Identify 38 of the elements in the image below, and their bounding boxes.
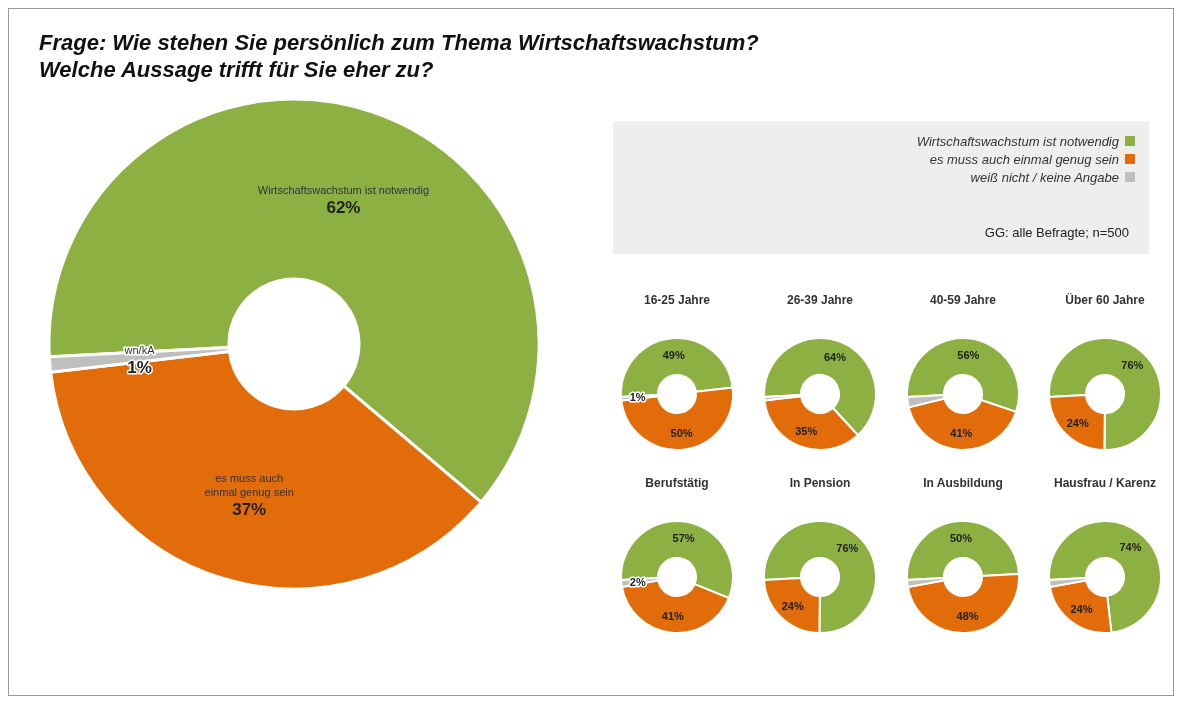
chart-title: In Pension — [788, 475, 852, 492]
chart-title: Hausfrau / Karenz — [1053, 475, 1157, 492]
data-label: 41% — [950, 427, 973, 440]
slice-label: es muss auch einmal genug sein — [204, 472, 294, 499]
chart-title: 40-59 Jahre — [928, 292, 997, 309]
data-label: 64% — [823, 351, 847, 364]
data-label: 50% — [949, 531, 973, 544]
data-label: 41% — [661, 610, 685, 623]
chart-title: Über 60 Jahre — [1064, 292, 1146, 309]
chart-title: Frage: Wie stehen Sie persönlich zum Thema Wirtschaftswachstum? Welche Aussage trifft für Sie eher zu? — [39, 29, 760, 83]
legend-label: Wirtschaftswachstum ist notwendig — [916, 133, 1120, 151]
legend-label: weiß nicht / keine Angabe — [969, 169, 1120, 187]
donut-slice — [1048, 520, 1162, 634]
chart-title: 26-39 Jahre — [785, 292, 854, 309]
data-label: 24% — [781, 599, 804, 612]
slice-label: Wirtschaftswachstum ist notwendig — [257, 184, 430, 197]
data-label: 24% — [1070, 602, 1093, 615]
data-label: 2% — [629, 575, 646, 588]
donut-slice — [1048, 337, 1162, 451]
data-label: 50% — [670, 427, 693, 440]
data-label: 1% — [127, 357, 152, 377]
data-label: 76% — [1121, 359, 1144, 372]
data-label: 24% — [1066, 416, 1089, 429]
data-label: 49% — [662, 348, 685, 361]
data-label: 57% — [672, 532, 695, 545]
chart-title: Berufstätig — [644, 475, 710, 492]
chart-title: 16-25 Jahre — [642, 292, 711, 309]
data-label: 48% — [956, 610, 979, 623]
donut-slice — [763, 520, 877, 634]
data-label: 56% — [957, 348, 980, 361]
data-label: 37% — [232, 499, 267, 519]
data-label: 76% — [836, 542, 859, 555]
chart-title: In Ausbildung — [922, 475, 1004, 492]
data-label: 35% — [795, 425, 818, 438]
data-label: 62% — [326, 197, 361, 217]
data-label: 74% — [1119, 540, 1142, 553]
text: GG: alle Befragte; n=500 — [984, 225, 1129, 240]
legend-label: es muss auch einmal genug sein — [928, 151, 1120, 169]
